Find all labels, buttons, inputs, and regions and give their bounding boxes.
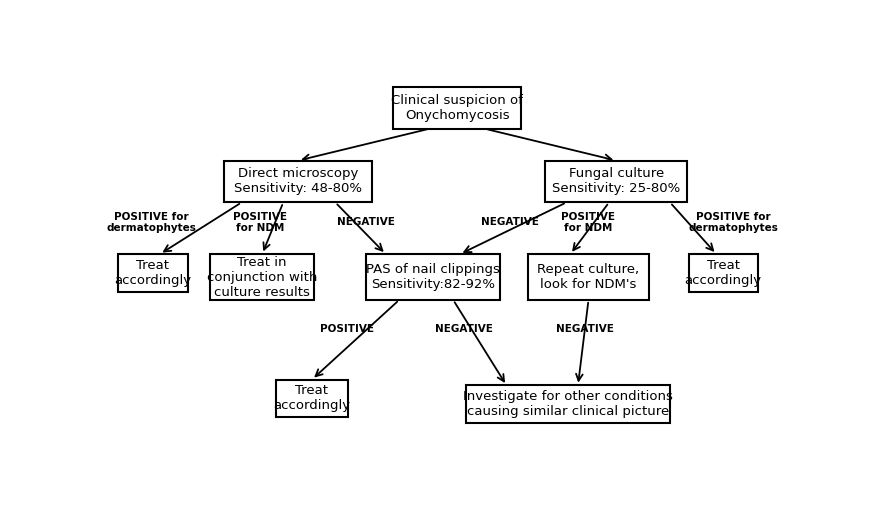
Text: Treat in
conjunction with
culture results: Treat in conjunction with culture result… (207, 255, 318, 298)
Text: NEGATIVE: NEGATIVE (435, 324, 493, 334)
FancyBboxPatch shape (545, 161, 687, 202)
Text: Treat
accordingly: Treat accordingly (114, 259, 192, 287)
Text: POSITIVE for
dermatophytes: POSITIVE for dermatophytes (689, 211, 779, 233)
FancyBboxPatch shape (224, 161, 373, 202)
Text: NEGATIVE: NEGATIVE (556, 324, 614, 334)
FancyBboxPatch shape (689, 254, 758, 292)
FancyBboxPatch shape (211, 254, 314, 300)
FancyBboxPatch shape (528, 254, 649, 300)
Text: Treat
accordingly: Treat accordingly (685, 259, 762, 287)
Text: POSITIVE for
dermatophytes: POSITIVE for dermatophytes (107, 211, 196, 233)
FancyBboxPatch shape (466, 386, 670, 423)
Text: PAS of nail clippings
Sensitivity:82-92%: PAS of nail clippings Sensitivity:82-92% (366, 263, 500, 291)
Text: NEGATIVE: NEGATIVE (481, 218, 539, 227)
Text: Clinical suspicion of
Onychomycosis: Clinical suspicion of Onychomycosis (392, 94, 523, 122)
FancyBboxPatch shape (119, 254, 187, 292)
FancyBboxPatch shape (393, 87, 521, 129)
Text: POSITIVE
for NDM: POSITIVE for NDM (233, 211, 287, 233)
Text: POSITIVE
for NDM: POSITIVE for NDM (561, 211, 615, 233)
FancyBboxPatch shape (276, 379, 348, 417)
FancyBboxPatch shape (366, 254, 500, 300)
Text: Repeat culture,
look for NDM's: Repeat culture, look for NDM's (538, 263, 640, 291)
Text: Direct microscopy
Sensitivity: 48-80%: Direct microscopy Sensitivity: 48-80% (235, 168, 362, 195)
Text: Investigate for other conditions
causing similar clinical picture: Investigate for other conditions causing… (463, 390, 673, 418)
Text: Treat
accordingly: Treat accordingly (274, 385, 351, 413)
Text: NEGATIVE: NEGATIVE (337, 218, 395, 227)
Text: POSITIVE: POSITIVE (319, 324, 374, 334)
Text: Fungal culture
Sensitivity: 25-80%: Fungal culture Sensitivity: 25-80% (552, 168, 681, 195)
